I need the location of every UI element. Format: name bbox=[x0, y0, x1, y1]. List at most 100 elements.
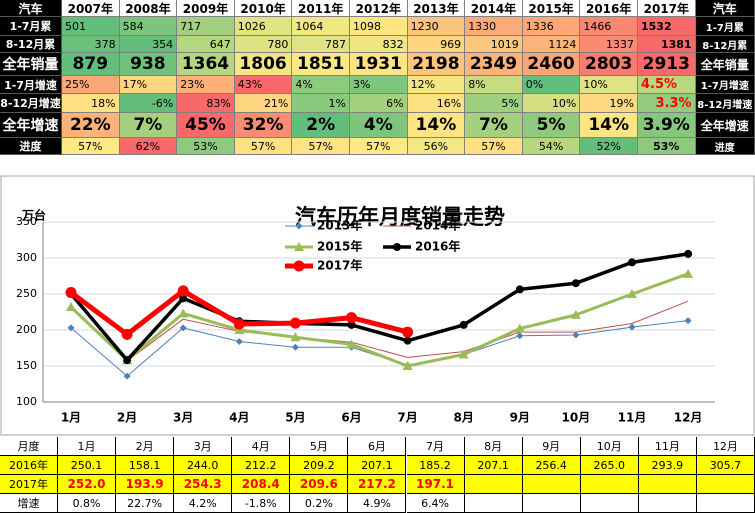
table-header: 4月 bbox=[232, 437, 291, 456]
data-cell: 25% bbox=[62, 76, 120, 94]
data-cell: 193.9 bbox=[116, 475, 175, 494]
data-cell: 7% bbox=[465, 113, 523, 138]
data-cell: 1026 bbox=[234, 17, 293, 36]
data-cell: 21% bbox=[234, 94, 293, 113]
data-cell: 1064 bbox=[292, 17, 350, 36]
data-point bbox=[291, 343, 299, 351]
data-cell: 53% bbox=[177, 138, 235, 155]
data-cell: 1124 bbox=[522, 36, 581, 53]
row-label: 进度 bbox=[0, 138, 62, 155]
chart-frame bbox=[0, 175, 755, 436]
row-label: 8-12月累 bbox=[695, 36, 755, 53]
year-header: 2017年 bbox=[638, 0, 696, 17]
row-label: 8-12月增速 bbox=[0, 94, 62, 113]
data-cell: 0.2% bbox=[290, 494, 349, 513]
data-point bbox=[66, 301, 76, 311]
data-cell: 1532 bbox=[638, 17, 696, 36]
data-cell: 23% bbox=[177, 76, 235, 94]
data-cell: 10% bbox=[580, 76, 638, 94]
legend-marker bbox=[393, 243, 401, 251]
x-tick-label: 1月 bbox=[61, 411, 81, 425]
data-cell: 1019 bbox=[465, 36, 523, 53]
data-point bbox=[235, 338, 243, 346]
data-cell: 209.2 bbox=[290, 456, 349, 475]
data-cell: 5% bbox=[522, 113, 581, 138]
data-cell: 2349 bbox=[465, 53, 523, 76]
data-cell: 832 bbox=[350, 36, 408, 53]
data-cell: 18% bbox=[62, 94, 120, 113]
data-cell bbox=[638, 475, 697, 494]
data-cell: 4.2% bbox=[174, 494, 233, 513]
data-cell: 6% bbox=[350, 94, 408, 113]
data-point bbox=[346, 339, 357, 349]
data-cell: -1.8% bbox=[232, 494, 291, 513]
table-header: 7月 bbox=[406, 437, 465, 456]
data-cell: 22% bbox=[62, 113, 120, 138]
x-tick-label: 11月 bbox=[618, 411, 647, 425]
year-header: 2015年 bbox=[522, 0, 581, 17]
data-cell: 293.9 bbox=[638, 456, 697, 475]
data-cell: 780 bbox=[234, 36, 293, 53]
row-label: 8-12月累 bbox=[0, 36, 62, 53]
data-cell bbox=[696, 494, 755, 513]
data-point bbox=[459, 320, 468, 329]
table-header: 6月 bbox=[348, 437, 407, 456]
row-label: 2016年 bbox=[0, 456, 58, 475]
data-cell: 19% bbox=[580, 94, 638, 113]
corner-label: 汽车 bbox=[0, 0, 62, 17]
data-cell: 158.1 bbox=[116, 456, 175, 475]
data-cell: 3% bbox=[350, 76, 408, 94]
data-cell: 305.7 bbox=[696, 456, 755, 475]
data-cell: 252.0 bbox=[58, 475, 117, 494]
table-header: 5月 bbox=[290, 437, 349, 456]
data-cell: 787 bbox=[292, 36, 350, 53]
y-axis-label: 万台 bbox=[21, 208, 46, 223]
data-cell: 244.0 bbox=[174, 456, 233, 475]
data-cell: 1336 bbox=[522, 17, 581, 36]
data-cell: 56% bbox=[407, 138, 466, 155]
data-cell: 584 bbox=[119, 17, 178, 36]
data-point bbox=[684, 249, 693, 258]
data-cell: 45% bbox=[177, 113, 235, 138]
y-tick-label: 300 bbox=[16, 251, 37, 264]
data-cell bbox=[696, 475, 755, 494]
data-point bbox=[572, 331, 580, 339]
data-point bbox=[628, 258, 636, 267]
data-cell: 57% bbox=[62, 138, 120, 155]
data-cell: 717 bbox=[177, 17, 235, 36]
data-cell: 1337 bbox=[580, 36, 638, 53]
year-header: 2016年 bbox=[580, 0, 638, 17]
row-label: 进度 bbox=[695, 138, 755, 155]
data-cell: 185.2 bbox=[406, 456, 465, 475]
data-cell bbox=[522, 494, 581, 513]
data-point bbox=[179, 324, 187, 332]
series-line bbox=[69, 252, 689, 362]
data-cell: 1851 bbox=[292, 53, 350, 76]
data-cell: 2803 bbox=[580, 53, 638, 76]
legend-marker bbox=[294, 242, 304, 251]
data-cell: 254.3 bbox=[174, 475, 233, 494]
data-point bbox=[684, 317, 692, 325]
data-point bbox=[627, 289, 637, 298]
data-point bbox=[178, 308, 189, 318]
data-cell: 207.1 bbox=[464, 456, 523, 475]
data-cell: 6.4% bbox=[406, 494, 465, 513]
data-cell: 4% bbox=[350, 113, 408, 138]
data-cell: 8% bbox=[465, 76, 523, 94]
x-tick-label: 9月 bbox=[510, 411, 530, 425]
data-cell: 209.6 bbox=[290, 475, 349, 494]
data-cell: 212.2 bbox=[232, 456, 291, 475]
row-label: 1-7月累 bbox=[695, 17, 755, 36]
table-header: 9月 bbox=[522, 437, 581, 456]
series-line bbox=[69, 272, 689, 368]
data-cell bbox=[464, 475, 523, 494]
data-point bbox=[402, 361, 413, 370]
data-cell: 1364 bbox=[177, 53, 235, 76]
table-header: 10月 bbox=[580, 437, 639, 456]
data-cell: 354 bbox=[119, 36, 178, 53]
year-header: 2011年 bbox=[292, 0, 350, 17]
corner-label: 汽车 bbox=[695, 0, 755, 17]
data-cell: 0.8% bbox=[58, 494, 117, 513]
data-cell: 2% bbox=[292, 113, 350, 138]
legend-label: 2017年 bbox=[317, 258, 362, 273]
